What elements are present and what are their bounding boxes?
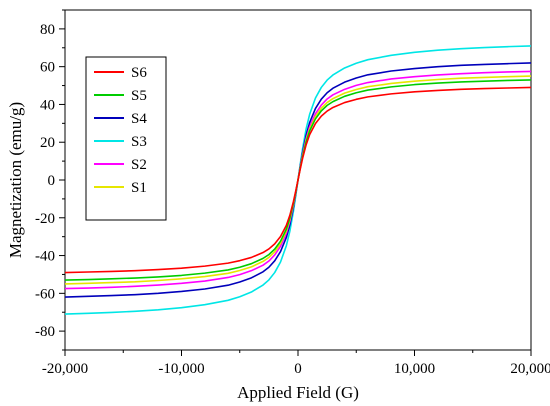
y-tick-label: -40 [35, 249, 55, 265]
y-tick-label: -60 [35, 286, 55, 302]
x-axis-ticks: -20,000 -10,000 0 10,000 20,000 [42, 350, 550, 377]
x-tick-label: -10,000 [158, 361, 204, 377]
x-tick-label: 20,000 [510, 361, 550, 377]
y-tick-label: 60 [40, 60, 55, 76]
x-tick-label: 0 [294, 361, 302, 377]
y-tick-label: -80 [35, 324, 55, 340]
legend-label-s3: S3 [131, 134, 147, 150]
x-tick-label: 10,000 [394, 361, 435, 377]
y-tick-label: 20 [40, 135, 55, 151]
legend: S6 S5 S4 S3 S2 S1 [85, 56, 167, 221]
y-axis-ticks: -80 -60 -40 -20 0 20 40 60 80 [35, 9, 65, 351]
x-axis-title: Applied Field (G) [237, 383, 359, 402]
legend-label-s5: S5 [131, 88, 147, 104]
legend-label-s6: S6 [131, 65, 147, 81]
series-layer [64, 45, 532, 315]
y-tick-label: 0 [48, 173, 56, 189]
y-tick-label: 40 [40, 97, 55, 113]
legend-label-s4: S4 [131, 111, 147, 127]
legend-label-s2: S2 [131, 157, 147, 173]
x-tick-label: -20,000 [42, 361, 88, 377]
legend-box [85, 56, 167, 221]
legend-label-s1: S1 [131, 180, 147, 196]
y-tick-label: 80 [40, 22, 55, 38]
y-axis-title: Magnetization (emu/g) [6, 102, 25, 258]
series-line-s6 [64, 86, 532, 274]
y-tick-label: -20 [35, 211, 55, 227]
legend-items: S6 S5 S4 S3 S2 S1 [94, 65, 147, 196]
